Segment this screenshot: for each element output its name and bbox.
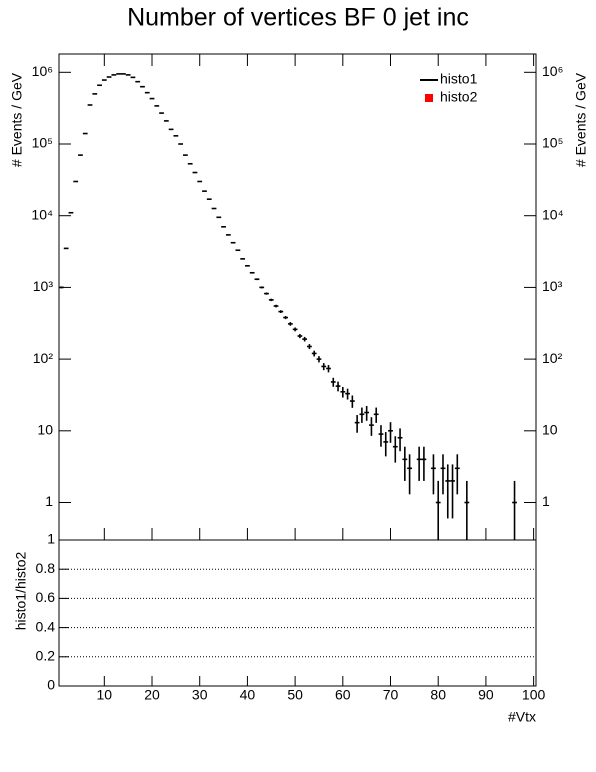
x-tick-label: 70 xyxy=(383,687,399,703)
x-tick-label: 90 xyxy=(478,687,494,703)
y-tick-label: 10⁶ xyxy=(32,63,53,79)
x-tick-label: 30 xyxy=(192,687,208,703)
x-tick-label: 50 xyxy=(287,687,303,703)
legend-label: histo2 xyxy=(440,89,478,105)
y-tick-label-right: 10 xyxy=(542,422,558,438)
ratio-frame xyxy=(58,539,537,687)
y-axis-title-right: # Events / GeV xyxy=(573,72,589,167)
x-tick-label: 40 xyxy=(240,687,256,703)
y-tick-label: 0 xyxy=(47,677,55,693)
y-tick-label: 0.6 xyxy=(36,589,56,605)
y-tick-label: 10⁴ xyxy=(31,206,53,222)
y-tick-label-right: 10⁴ xyxy=(542,206,564,222)
y-tick-label: 0.4 xyxy=(36,618,56,634)
y-tick-label: 1 xyxy=(45,493,53,509)
y-tick-label: 10² xyxy=(33,350,54,366)
x-tick-label: 60 xyxy=(335,687,351,703)
plot-area xyxy=(59,73,517,540)
chart-title: Number of vertices BF 0 jet inc xyxy=(127,4,469,32)
y-axis-title: # Events / GeV xyxy=(9,72,25,167)
x-tick-label: 100 xyxy=(522,687,546,703)
y-tick-label: 1 xyxy=(47,531,55,547)
y-tick-label: 10 xyxy=(37,422,53,438)
y-tick-label: 0.8 xyxy=(36,560,56,576)
y-tick-label-right: 10⁶ xyxy=(542,63,563,79)
y-tick-label-right: 10³ xyxy=(542,278,563,294)
y-tick-label-right: 1 xyxy=(542,493,550,509)
x-axis-title: #Vtx xyxy=(508,709,536,725)
legend-swatch xyxy=(425,94,433,102)
y-tick-label: 0.2 xyxy=(36,648,56,664)
ratio-y-axis-title: histo1/histo2 xyxy=(13,551,29,630)
x-tick-label: 20 xyxy=(144,687,160,703)
y-tick-label: 10⁵ xyxy=(32,135,53,151)
x-tick-label: 10 xyxy=(97,687,113,703)
legend-label: histo1 xyxy=(440,71,478,87)
y-tick-label: 10³ xyxy=(33,278,54,294)
y-tick-label-right: 10⁵ xyxy=(542,135,563,151)
x-tick-label: 80 xyxy=(430,687,446,703)
y-tick-label-right: 10² xyxy=(542,350,563,366)
